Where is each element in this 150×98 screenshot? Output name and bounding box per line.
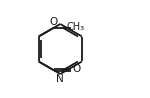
Text: N: N <box>56 74 64 84</box>
Text: CH₃: CH₃ <box>67 22 85 32</box>
Text: O: O <box>72 64 81 74</box>
Text: O: O <box>49 17 58 27</box>
